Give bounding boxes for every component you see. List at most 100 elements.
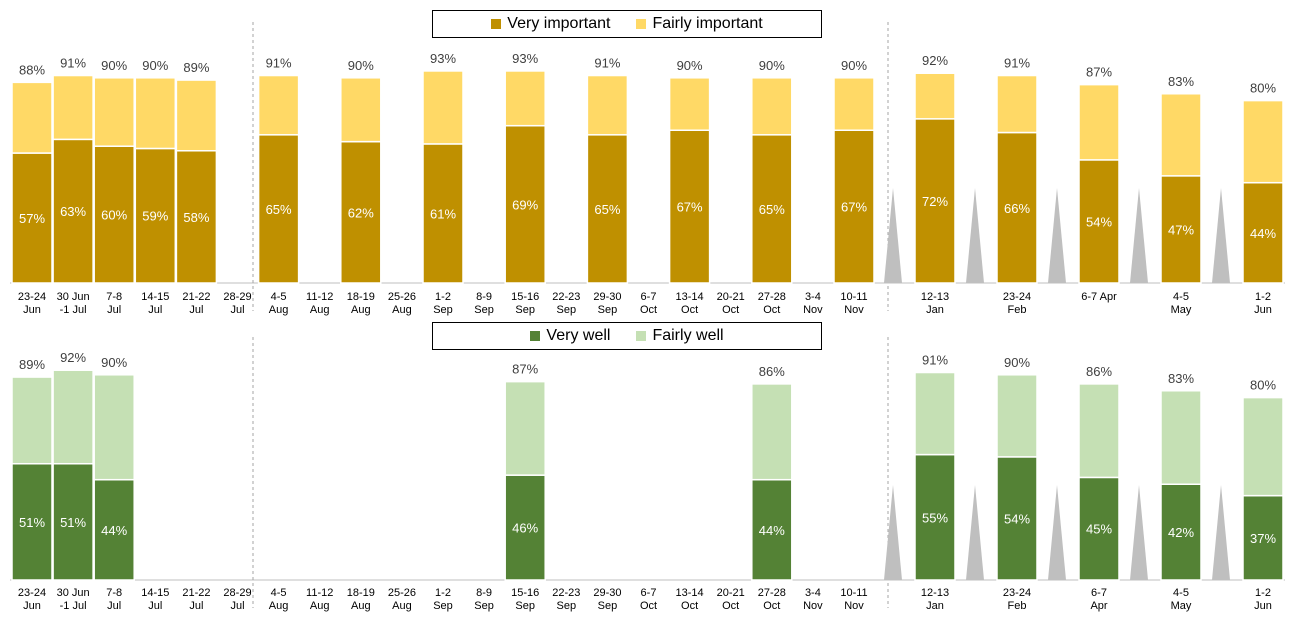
legend-item-very-important: Very important xyxy=(491,15,610,33)
top-tick-line1-4: 21-22 xyxy=(182,291,210,303)
bottom-label-total-25: 80% xyxy=(1250,378,1276,393)
top-label-total-24: 83% xyxy=(1168,74,1194,89)
bottom-tick-line2-6: Aug xyxy=(269,600,289,612)
bottom-tick-line1-17: 20-21 xyxy=(717,587,745,599)
top-tick-line2-24: May xyxy=(1171,304,1192,316)
bottom-label-total-18: 86% xyxy=(759,364,785,379)
bottom-tick-line1-3: 14-15 xyxy=(141,587,169,599)
top-bar-fairly-21 xyxy=(914,72,956,120)
top-label-total-6: 91% xyxy=(266,56,292,71)
top-bar-fairly-0 xyxy=(11,81,53,154)
top-gap-marker-3 xyxy=(1130,188,1148,283)
bottom-tick-line1-5: 28-29 xyxy=(223,587,251,599)
top-bar-very-4 xyxy=(175,150,218,284)
top-bar-very-16 xyxy=(668,129,711,284)
bottom-tick-line2-2: Jul xyxy=(107,600,121,612)
top-label-very-21: 72% xyxy=(922,194,948,209)
top-tick-line2-14: Sep xyxy=(598,304,618,316)
bottom-tick-line2-25: Jun xyxy=(1254,600,1272,612)
top-gap-marker-0 xyxy=(884,188,902,283)
top-bar-fairly-16 xyxy=(668,77,711,131)
top-bar-very-12 xyxy=(504,124,546,284)
bottom-label-very-12: 46% xyxy=(512,521,538,536)
bottom-tick-line1-4: 21-22 xyxy=(182,587,210,599)
bottom-tick-line1-2: 7-8 xyxy=(106,587,122,599)
top-tick-line1-21: 12-13 xyxy=(921,291,949,303)
bottom-tick-line2-9: Aug xyxy=(392,600,412,612)
bottom-tick-line1-21: 12-13 xyxy=(921,587,949,599)
top-tick-line2-8: Aug xyxy=(351,304,371,316)
top-label-total-22: 91% xyxy=(1004,56,1030,71)
top-label-very-25: 44% xyxy=(1250,226,1276,241)
top-tick-line2-11: Sep xyxy=(474,304,494,316)
top-tick-line1-6: 4-5 xyxy=(271,291,287,303)
bottom-bar-fairly-24 xyxy=(1160,390,1202,485)
bottom-tick-line1-18: 27-28 xyxy=(758,587,786,599)
top-bar-very-25 xyxy=(1242,181,1284,284)
top-bar-fairly-3 xyxy=(134,77,177,150)
bottom-tick-line2-0: Jun xyxy=(23,600,41,612)
top-tick-line2-17: Oct xyxy=(722,304,739,316)
bottom-tick-line2-14: Sep xyxy=(598,600,618,612)
bottom-label-very-25: 37% xyxy=(1250,531,1276,546)
top-tick-line2-10: Sep xyxy=(433,304,453,316)
bottom-tick-line1-10: 1-2 xyxy=(435,587,451,599)
top-tick-line2-20: Nov xyxy=(844,304,864,316)
top-bar-fairly-8 xyxy=(340,77,382,143)
top-label-very-23: 54% xyxy=(1086,214,1112,229)
legend-swatch-very-well xyxy=(530,331,541,341)
bottom-bar-very-2 xyxy=(93,478,135,581)
bottom-tick-line2-12: Sep xyxy=(515,600,535,612)
bottom-tick-line1-15: 6-7 xyxy=(641,587,657,599)
top-tick-line1-19: 3-4 xyxy=(805,291,821,303)
bottom-tick-line2-22: Feb xyxy=(1008,600,1027,612)
bottom-tick-line1-14: 29-30 xyxy=(593,587,621,599)
top-tick-line2-5: Jul xyxy=(230,304,244,316)
bottom-tick-line2-7: Aug xyxy=(310,600,330,612)
bottom-tick-line2-17: Oct xyxy=(722,600,739,612)
bottom-bar-very-1 xyxy=(52,462,94,581)
top-bar-fairly-22 xyxy=(996,74,1038,134)
top-tick-line2-7: Aug xyxy=(310,304,330,316)
top-label-total-20: 90% xyxy=(841,58,867,73)
top-bar-fairly-14 xyxy=(586,74,629,136)
top-label-total-21: 92% xyxy=(922,53,948,68)
top-label-total-0: 88% xyxy=(19,62,45,77)
bottom-gap-marker-1 xyxy=(966,485,984,580)
top-tick-line1-17: 20-21 xyxy=(717,291,745,303)
bottom-bar-very-24 xyxy=(1160,483,1202,581)
top-label-very-2: 60% xyxy=(101,208,127,223)
top-tick-line2-6: Aug xyxy=(269,304,289,316)
top-bar-fairly-18 xyxy=(751,77,793,136)
top-tick-line2-15: Oct xyxy=(640,304,657,316)
bottom-tick-line2-19: Nov xyxy=(803,600,823,612)
bottom-tick-line2-24: May xyxy=(1171,600,1192,612)
bottom-tick-line2-21: Jan xyxy=(926,600,944,612)
top-tick-line1-8: 18-19 xyxy=(347,291,375,303)
bottom-bar-very-25 xyxy=(1242,494,1284,581)
bottom-tick-line1-11: 8-9 xyxy=(476,587,492,599)
bottom-tick-line1-19: 3-4 xyxy=(805,587,821,599)
top-label-total-3: 90% xyxy=(142,58,168,73)
top-bar-very-0 xyxy=(11,152,53,284)
top-label-very-8: 62% xyxy=(348,205,374,220)
top-bar-very-20 xyxy=(833,129,875,284)
bottom-label-total-0: 89% xyxy=(19,357,45,372)
top-tick-line1-10: 1-2 xyxy=(435,291,451,303)
top-tick-line2-21: Jan xyxy=(926,304,944,316)
top-bar-very-3 xyxy=(134,147,177,284)
top-tick-line1-5: 28-29 xyxy=(223,291,251,303)
bottom-gap-marker-4 xyxy=(1212,485,1230,580)
bottom-tick-line2-3: Jul xyxy=(148,600,162,612)
top-tick-line1-12: 15-16 xyxy=(511,291,539,303)
bottom-tick-line1-12: 15-16 xyxy=(511,587,539,599)
top-label-total-4: 89% xyxy=(183,60,209,75)
bottom-label-very-18: 44% xyxy=(759,523,785,538)
top-tick-line2-18: Oct xyxy=(763,304,780,316)
top-bar-fairly-20 xyxy=(833,77,875,131)
bottom-label-very-22: 54% xyxy=(1004,511,1030,526)
bottom-tick-line1-13: 22-23 xyxy=(552,587,580,599)
top-bar-very-2 xyxy=(93,145,135,284)
bottom-bar-fairly-22 xyxy=(996,374,1038,458)
top-bar-fairly-24 xyxy=(1160,93,1202,177)
